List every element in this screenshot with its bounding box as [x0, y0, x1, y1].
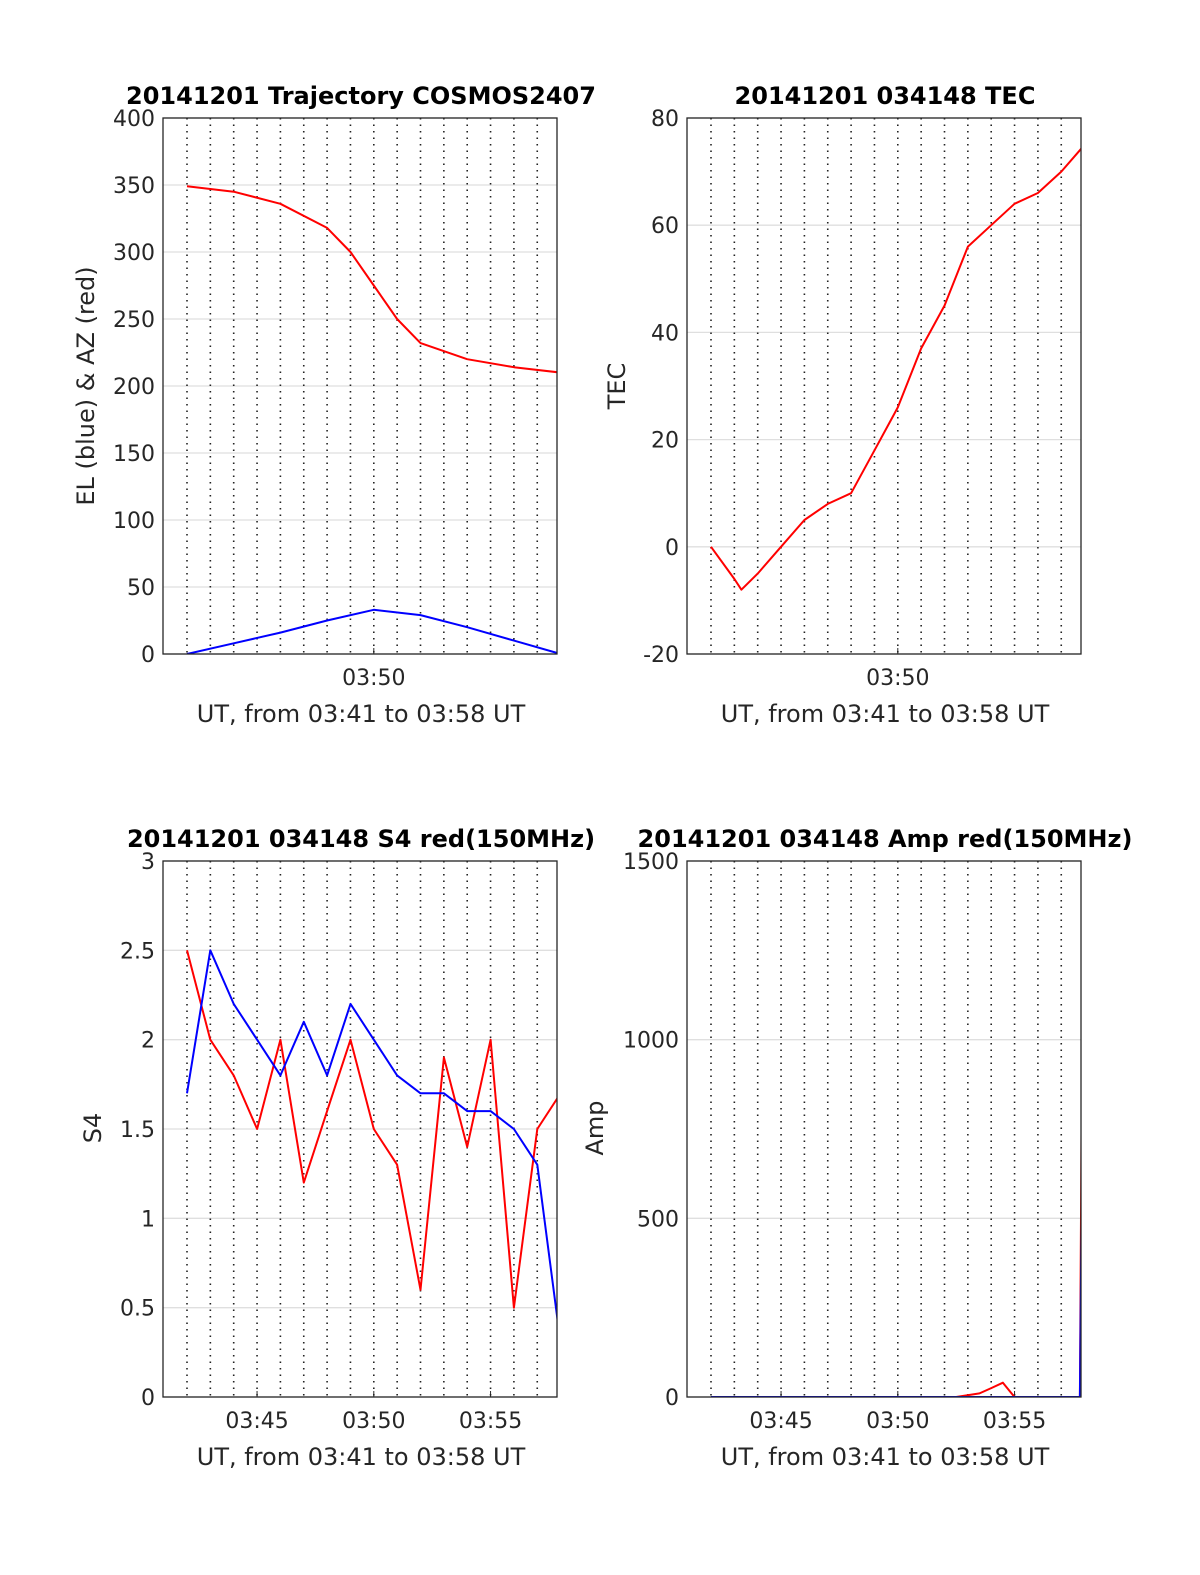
y-tick-label: 0	[141, 1386, 155, 1411]
x-tick-label: 03:50	[342, 666, 405, 691]
x-tick-label: 03:50	[342, 1409, 405, 1434]
axes-box	[162, 860, 558, 1398]
y-tick-label: 100	[113, 509, 155, 534]
series-line-1	[186, 608, 557, 654]
y-tick-label: 0.5	[120, 1297, 155, 1322]
series-line-1	[186, 949, 557, 1324]
y-tick-label: 150	[113, 442, 155, 467]
y-tick-label: -20	[643, 643, 679, 668]
x-tick-label: 03:55	[459, 1409, 522, 1434]
s4-title: 20141201 034148 S4 red(150MHz)	[127, 825, 595, 853]
amp-panel: 20141201 034148 Amp red(150MHz) UT, from…	[581, 825, 1132, 1471]
x-tick-label: 03:45	[749, 1409, 812, 1434]
y-tick-label: 1.5	[120, 1118, 155, 1143]
y-tick-label: 40	[651, 321, 679, 346]
x-tick-label: 03:45	[225, 1409, 288, 1434]
y-tick-label: 500	[637, 1207, 679, 1232]
series-line-0	[186, 185, 557, 374]
y-tick-label: 250	[113, 308, 155, 333]
tec-title: 20141201 034148 TEC	[735, 82, 1036, 110]
y-tick-label: 2.5	[120, 939, 155, 964]
trajectory-title: 20141201 Trajectory COSMOS2407	[126, 82, 596, 110]
y-tick-label: 3	[141, 850, 155, 875]
y-tick-label: 2	[141, 1029, 155, 1054]
y-tick-label: 350	[113, 174, 155, 199]
tec-ylabel: TEC	[603, 363, 631, 411]
x-tick-label: 03:50	[866, 1409, 929, 1434]
y-tick-label: 0	[665, 536, 679, 561]
y-tick-label: 1	[141, 1207, 155, 1232]
y-tick-label: 1500	[623, 850, 679, 875]
series-line-0	[710, 147, 1081, 591]
trajectory-xlabel: UT, from 03:41 to 03:58 UT	[197, 700, 526, 728]
amp-title: 20141201 034148 Amp red(150MHz)	[638, 825, 1133, 853]
y-tick-label: 20	[651, 429, 679, 454]
y-tick-label: 80	[651, 107, 679, 132]
trajectory-ylabel: EL (blue) & AZ (red)	[72, 266, 100, 505]
tec-panel: 20141201 034148 TEC UT, from 03:41 to 03…	[603, 82, 1082, 728]
amp-ylabel: Amp	[581, 1100, 609, 1155]
amp-xlabel: UT, from 03:41 to 03:58 UT	[721, 1443, 1050, 1471]
y-tick-label: 0	[665, 1386, 679, 1411]
y-tick-label: 300	[113, 241, 155, 266]
y-tick-label: 400	[113, 107, 155, 132]
y-tick-label: 60	[651, 214, 679, 239]
axes-box	[686, 117, 1082, 655]
axes-box	[162, 117, 558, 655]
series-line-0	[186, 950, 557, 1309]
trajectory-panel: 20141201 Trajectory COSMOS2407 UT, from …	[72, 82, 596, 728]
x-tick-label: 03:50	[866, 666, 929, 691]
series-line-0	[711, 1053, 1081, 1397]
y-tick-label: 1000	[623, 1029, 679, 1054]
s4-ylabel: S4	[79, 1113, 107, 1144]
y-tick-label: 0	[141, 643, 155, 668]
x-tick-label: 03:55	[983, 1409, 1046, 1434]
axes-box	[686, 860, 1082, 1398]
y-tick-label: 200	[113, 375, 155, 400]
s4-panel: 20141201 034148 S4 red(150MHz) UT, from …	[79, 825, 595, 1471]
y-tick-label: 50	[127, 576, 155, 601]
tec-xlabel: UT, from 03:41 to 03:58 UT	[721, 700, 1050, 728]
s4-xlabel: UT, from 03:41 to 03:58 UT	[197, 1443, 526, 1471]
